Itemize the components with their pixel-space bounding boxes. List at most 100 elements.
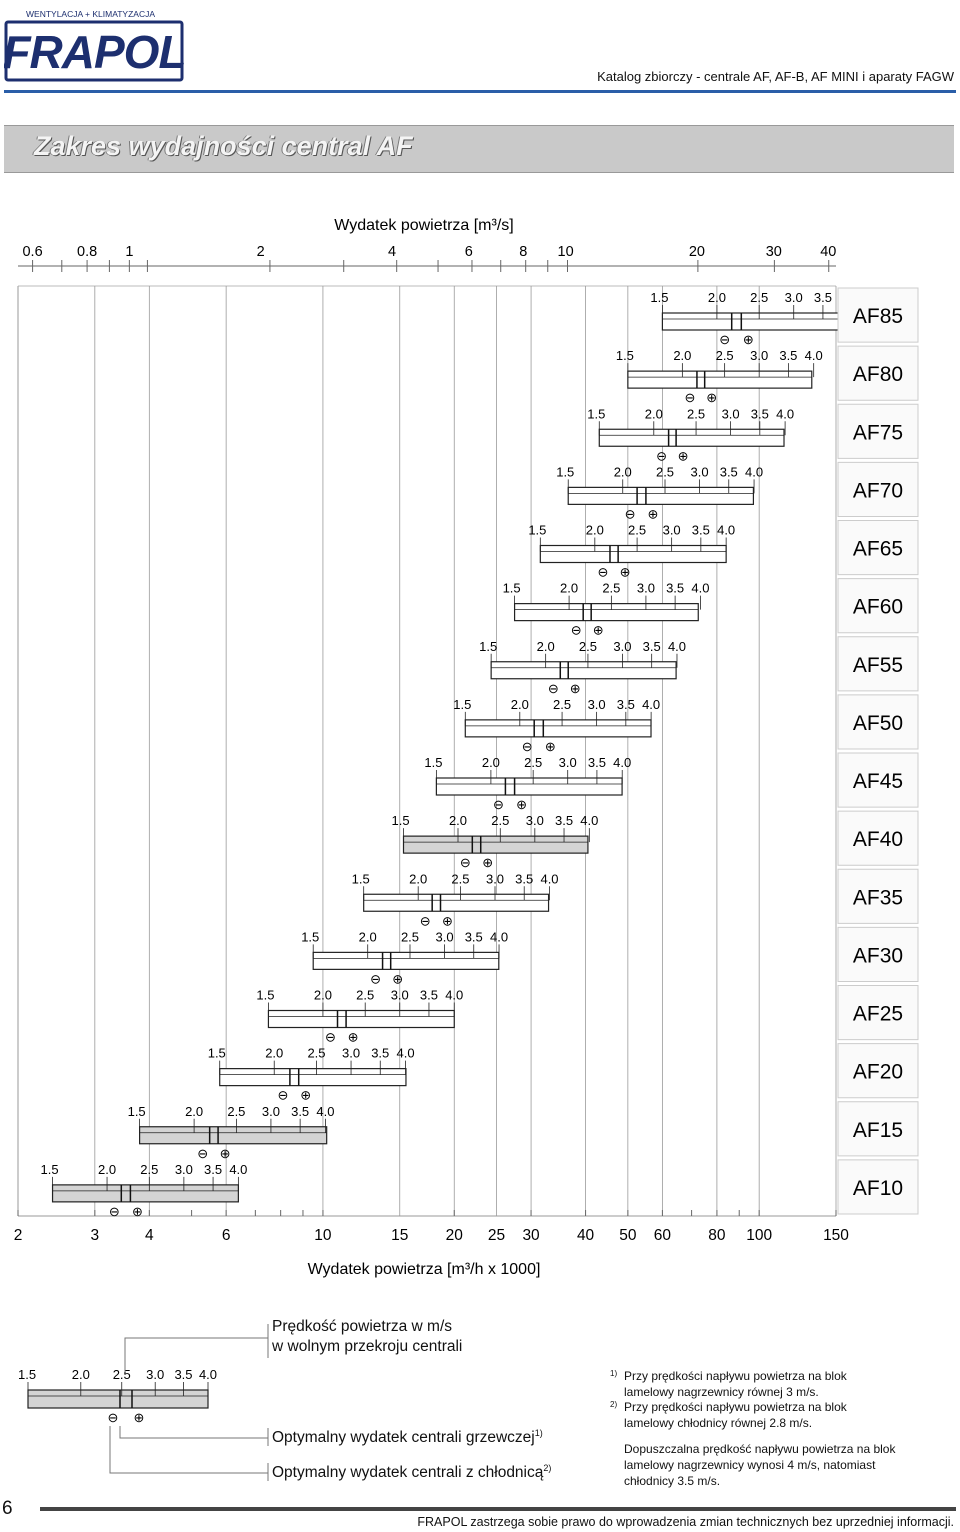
unit-label: AF60 <box>853 596 903 619</box>
top-axis-tick-label: 1 <box>125 244 133 260</box>
capacity-bar <box>435 777 623 796</box>
minus-icon: ⊖ <box>277 1088 288 1103</box>
plus-icon: ⊕ <box>132 1204 143 1219</box>
plus-icon: ⊕ <box>348 1030 359 1045</box>
unit-row-af70: 1.5 2.0 2.5 3.0 3.5 4.0 ⊖ ⊕ <box>556 464 763 521</box>
velocity-tick-label: 3.0 <box>785 290 803 305</box>
velocity-tick-label: 2.0 <box>265 1046 283 1061</box>
top-axis: Wydatek powietrza [m³/s] 0.6 0.8 1 2 4 6 8 10 20 3… <box>18 217 836 272</box>
velocity-tick-label: 4.0 <box>229 1162 247 1177</box>
footer-disclaimer: FRAPOL zastrzega sobie prawo do wprowadz… <box>417 1515 954 1529</box>
velocity-tick-label: 4.0 <box>642 697 660 712</box>
unit-label: AF85 <box>853 305 903 328</box>
top-axis-tick-label: 4 <box>388 244 396 260</box>
capacity-bar <box>513 603 699 622</box>
capacity-bar <box>464 719 652 738</box>
velocity-tick-label: 2.5 <box>140 1162 158 1177</box>
velocity-tick-label: 2.5 <box>656 464 674 479</box>
velocity-tick-label: 2.0 <box>482 755 500 770</box>
unit-label: AF75 <box>853 421 903 444</box>
velocity-tick-label: 2.5 <box>307 1046 325 1061</box>
velocity-tick-label: 2.0 <box>708 290 726 305</box>
velocity-tick-label: 4.0 <box>745 464 763 479</box>
velocity-tick-label: 2.0 <box>511 697 529 712</box>
unit-label-box <box>837 810 919 866</box>
unit-row-af65: 1.5 2.0 2.5 3.0 3.5 4.0 ⊖ ⊕ <box>528 523 735 580</box>
catalog-title: Katalog zbiorczy - centrale AF, AF-B, AF… <box>597 69 954 84</box>
plus-icon: ⊕ <box>545 739 556 754</box>
velocity-tick-label: 3.5 <box>720 464 738 479</box>
velocity-tick-label: 3.0 <box>435 929 453 944</box>
velocity-tick-label: 3.0 <box>526 813 544 828</box>
capacity-bar <box>139 1126 328 1145</box>
unit-label-box <box>837 636 919 692</box>
note-2-mark: 2) <box>610 1397 617 1416</box>
velocity-tick-label: 3.5 <box>643 639 661 654</box>
velocity-tick-label: 2.5 <box>602 581 620 596</box>
unit-label: AF30 <box>853 944 903 967</box>
note-1-mark: 1) <box>610 1366 617 1385</box>
plus-icon: ⊕ <box>620 565 631 580</box>
page-number: 6 <box>2 1498 13 1519</box>
unit-label-box <box>837 694 919 750</box>
bottom-axis-tick-label: 4 <box>145 1227 154 1244</box>
legend-velocity-label: 2.0 <box>72 1367 90 1382</box>
unit-row-af55: 1.5 2.0 2.5 3.0 3.5 4.0 ⊖ ⊕ <box>479 639 686 696</box>
legend-heating-mark: 1) <box>534 1428 543 1438</box>
velocity-tick-label: 3.5 <box>779 348 797 363</box>
velocity-tick-label: 1.5 <box>556 464 574 479</box>
legend-velocity-label: 4.0 <box>199 1367 217 1382</box>
unit-row-af80: 1.5 2.0 2.5 3.0 3.5 4.0 ⊖ ⊕ <box>616 348 823 405</box>
minus-icon: ⊖ <box>493 797 504 812</box>
velocity-tick-label: 3.0 <box>175 1162 193 1177</box>
unit-label: AF15 <box>853 1119 903 1142</box>
velocity-tick-label: 2.5 <box>524 755 542 770</box>
unit-label-box <box>837 868 919 924</box>
top-axis-tick-label: 10 <box>558 244 574 260</box>
minus-icon: ⊖ <box>109 1204 120 1219</box>
velocity-tick-label: 3.0 <box>262 1104 280 1119</box>
velocity-tick-label: 3.5 <box>617 697 635 712</box>
velocity-tick-label: 2.0 <box>560 581 578 596</box>
note-3-line3: chłodnicy 3.5 m/s. <box>624 1474 721 1488</box>
unit-row-af45: 1.5 2.0 2.5 3.0 3.5 4.0 ⊖ ⊕ <box>424 755 631 812</box>
unit-row-af15: 1.5 2.0 2.5 3.0 3.5 4.0 ⊖ ⊕ <box>128 1104 335 1161</box>
legend-cooling-leader <box>109 1426 268 1474</box>
plus-icon: ⊕ <box>442 913 453 928</box>
unit-row-af75: 1.5 2.0 2.5 3.0 3.5 4.0 ⊖ ⊕ <box>587 406 794 463</box>
velocity-tick-label: 2.0 <box>673 348 691 363</box>
top-axis-tick-label: 0.8 <box>77 244 97 260</box>
velocity-tick-label: 3.0 <box>722 406 740 421</box>
legend-cooling-mark: 2) <box>543 1463 552 1473</box>
bottom-axis-tick-label: 50 <box>619 1227 637 1244</box>
unit-label-box <box>837 1101 919 1157</box>
unit-label-box <box>837 1043 919 1099</box>
bottom-axis: 2 3 4 6 10 15 20 25 30 40 50 60 80 100 150 Wydatek powi… <box>14 1210 849 1278</box>
velocity-tick-label: 3.5 <box>515 871 533 886</box>
minus-icon: ⊖ <box>656 448 667 463</box>
velocity-tick-label: 1.5 <box>479 639 497 654</box>
bottom-axis-tick-label: 6 <box>222 1227 231 1244</box>
velocity-tick-label: 1.5 <box>41 1162 59 1177</box>
header-rule <box>4 90 956 93</box>
velocity-tick-label: 1.5 <box>587 406 605 421</box>
velocity-tick-label: 3.0 <box>486 871 504 886</box>
velocity-tick-label: 2.0 <box>359 929 377 944</box>
velocity-tick-label: 3.0 <box>663 523 681 538</box>
velocity-tick-label: 1.5 <box>650 290 668 305</box>
logo-wordmark: FRAPOL <box>4 26 184 78</box>
plus-icon: ⊕ <box>482 855 493 870</box>
velocity-tick-label: 3.0 <box>559 755 577 770</box>
capacity-bar <box>539 544 727 564</box>
minus-icon: ⊖ <box>571 623 582 638</box>
velocity-tick-label: 2.0 <box>645 406 663 421</box>
velocity-tick-label: 2.0 <box>586 523 604 538</box>
bottom-axis-tick-label: 80 <box>708 1227 726 1244</box>
capacity-bar <box>598 428 785 447</box>
plus-icon: ⊕ <box>593 623 604 638</box>
capacity-bar <box>402 835 589 854</box>
velocity-tick-label: 3.5 <box>420 988 438 1003</box>
bottom-axis-tick-label: 100 <box>746 1227 772 1244</box>
velocity-tick-label: 1.5 <box>453 697 471 712</box>
note-2-sup: 2) <box>610 1400 618 1409</box>
